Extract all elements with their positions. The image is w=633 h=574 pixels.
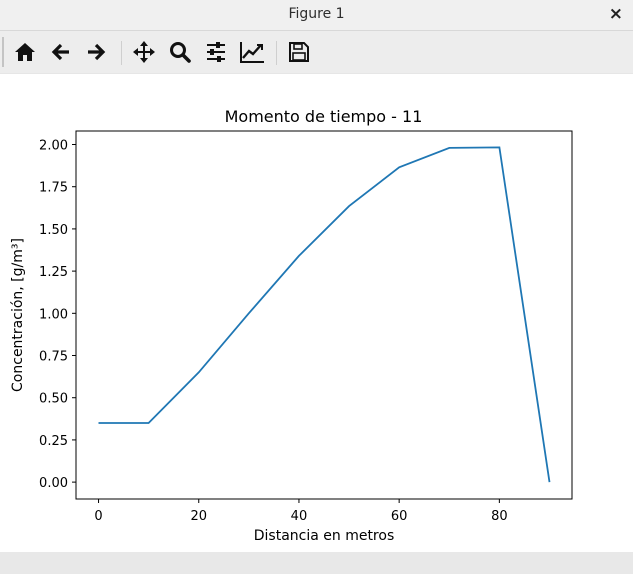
save-floppy-icon: [289, 42, 309, 62]
configure-subplots-button[interactable]: [202, 38, 230, 66]
zoom-magnifier-icon: [170, 42, 191, 63]
edit-axis-button[interactable]: [238, 38, 266, 66]
edit-axis-curves-icon: [240, 42, 264, 63]
line-chart: Momento de tiempo - 11 0.00 0.25 0.50 0.75 1…: [10, 107, 573, 544]
x-tick-label: 80: [491, 509, 508, 524]
navigation-toolbar: [0, 31, 633, 74]
x-tick-label: 40: [291, 509, 308, 524]
window-title: Figure 1: [288, 6, 345, 22]
x-tick-label: 60: [391, 509, 408, 524]
x-axis-label: Distancia en metros: [254, 528, 395, 544]
close-icon[interactable]: ×: [608, 4, 623, 24]
pan-move-icon: [133, 41, 155, 63]
save-button[interactable]: [285, 38, 313, 66]
x-tick-label: 20: [190, 509, 207, 524]
status-bar: [0, 552, 633, 574]
forward-button[interactable]: [82, 38, 110, 66]
y-tick-label: 0.00: [39, 476, 68, 491]
toolbar-separator: [276, 41, 277, 65]
y-tick-label: 1.00: [39, 307, 68, 322]
window-titlebar: Figure 1 ×: [0, 0, 633, 31]
y-axis-ticks: 0.00 0.25 0.50 0.75 1.00 1.25 1.50 1.75 2.00: [39, 139, 76, 491]
home-button[interactable]: [11, 38, 39, 66]
y-axis-label: Concentración, [g/m³]: [10, 238, 26, 392]
forward-arrow-icon: [88, 43, 106, 61]
zoom-button[interactable]: [166, 38, 194, 66]
y-tick-label: 0.50: [39, 392, 68, 407]
axes-frame: [75, 130, 573, 500]
home-icon: [15, 43, 35, 61]
y-tick-label: 1.75: [39, 181, 68, 196]
x-axis-ticks: 0 20 40 60 80: [94, 499, 508, 524]
y-tick-label: 1.50: [39, 223, 68, 238]
back-arrow-icon: [51, 43, 69, 61]
back-button[interactable]: [47, 38, 75, 66]
chart-title: Momento de tiempo - 11: [225, 107, 423, 126]
y-tick-label: 2.00: [39, 139, 68, 154]
toolbar-grip[interactable]: [2, 37, 4, 67]
configure-subplots-icon: [207, 42, 225, 62]
pan-button[interactable]: [130, 38, 158, 66]
y-tick-label: 1.25: [39, 265, 68, 280]
toolbar-separator: [121, 41, 122, 65]
figure-canvas[interactable]: Momento de tiempo - 11 0.00 0.25 0.50 0.75 1…: [0, 74, 633, 552]
y-tick-label: 0.75: [39, 350, 68, 365]
x-tick-label: 0: [94, 509, 102, 524]
y-tick-label: 0.25: [39, 434, 68, 449]
series-line: [98, 146, 551, 483]
